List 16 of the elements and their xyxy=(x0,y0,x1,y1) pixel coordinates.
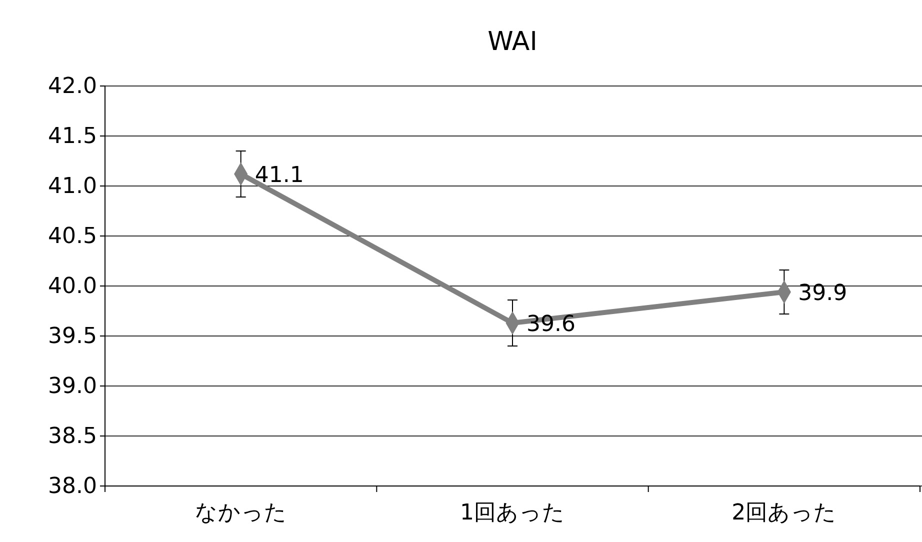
x-tick-label: 1回あった xyxy=(460,500,565,526)
y-tick-label: 38.5 xyxy=(48,424,97,450)
data-label: 41.1 xyxy=(254,163,304,188)
x-tick-label: なかった xyxy=(194,500,287,526)
y-tick-label: 39.5 xyxy=(48,324,97,350)
y-tick-label: 40.5 xyxy=(48,224,97,250)
data-label: 39.6 xyxy=(526,312,576,337)
y-tick-label: 38.0 xyxy=(48,474,97,500)
y-tick-label: 41.0 xyxy=(48,174,97,200)
y-tick-label: 42.0 xyxy=(48,74,97,100)
chart-title: WAI xyxy=(488,27,538,57)
y-tick-label: 39.0 xyxy=(48,374,97,400)
y-tick-label: 40.0 xyxy=(48,274,97,300)
y-tick-label: 41.5 xyxy=(48,124,97,150)
x-tick-label: 2回あった xyxy=(732,500,837,526)
data-label: 39.9 xyxy=(798,281,848,306)
